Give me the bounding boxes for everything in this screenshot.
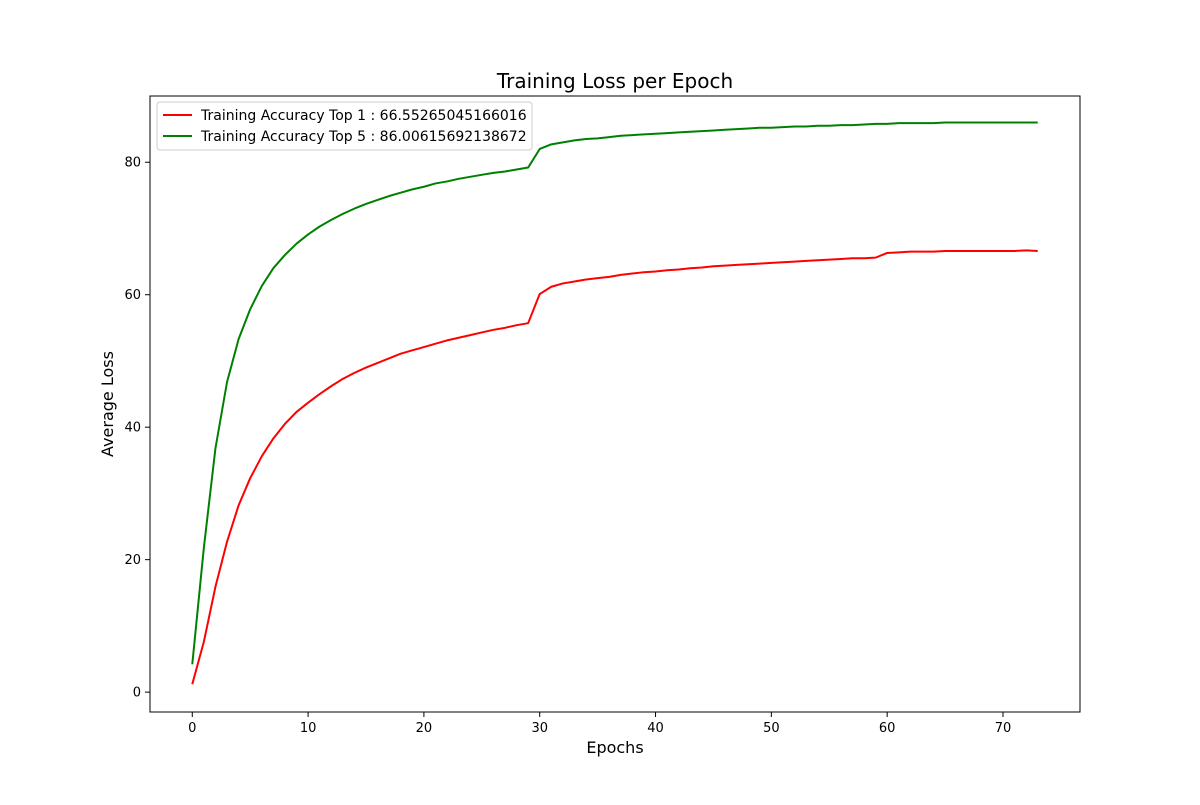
x-tick-label: 0 — [188, 721, 196, 736]
y-axis-label: Average Loss — [98, 351, 117, 457]
plot-frame — [149, 95, 1081, 713]
y-tick-label: 40 — [124, 421, 141, 436]
x-tick-label: 50 — [763, 721, 780, 736]
legend-label-top1: Training Accuracy Top 1 : 66.55265045166… — [200, 108, 527, 124]
legend-label-top5: Training Accuracy Top 5 : 86.00615692138… — [200, 129, 527, 145]
y-tick-label: 80 — [124, 156, 141, 171]
x-tick-label: 30 — [531, 721, 548, 736]
y-tick-label: 60 — [124, 288, 141, 303]
series-line-1 — [191, 121, 1038, 665]
x-tick-label: 60 — [879, 721, 896, 736]
x-tick-label: 40 — [647, 721, 664, 736]
x-axis: 0 10 20 30 40 50 60 70 — [188, 712, 1011, 736]
y-tick-label: 0 — [133, 686, 141, 701]
x-tick-label: 70 — [995, 721, 1012, 736]
y-tick-label: 20 — [124, 553, 141, 568]
x-tick-label: 10 — [300, 721, 317, 736]
x-tick-label: 20 — [416, 721, 433, 736]
x-axis-label: Epochs — [586, 738, 643, 757]
series-line-0 — [191, 249, 1038, 685]
y-axis: 0 20 40 60 80 — [124, 156, 150, 701]
series-layer — [191, 121, 1038, 685]
legend-box — [156, 101, 533, 151]
chart-title: Training Loss per Epoch — [496, 69, 733, 93]
legend: Training Accuracy Top 1 : 66.55265045166… — [156, 101, 533, 151]
